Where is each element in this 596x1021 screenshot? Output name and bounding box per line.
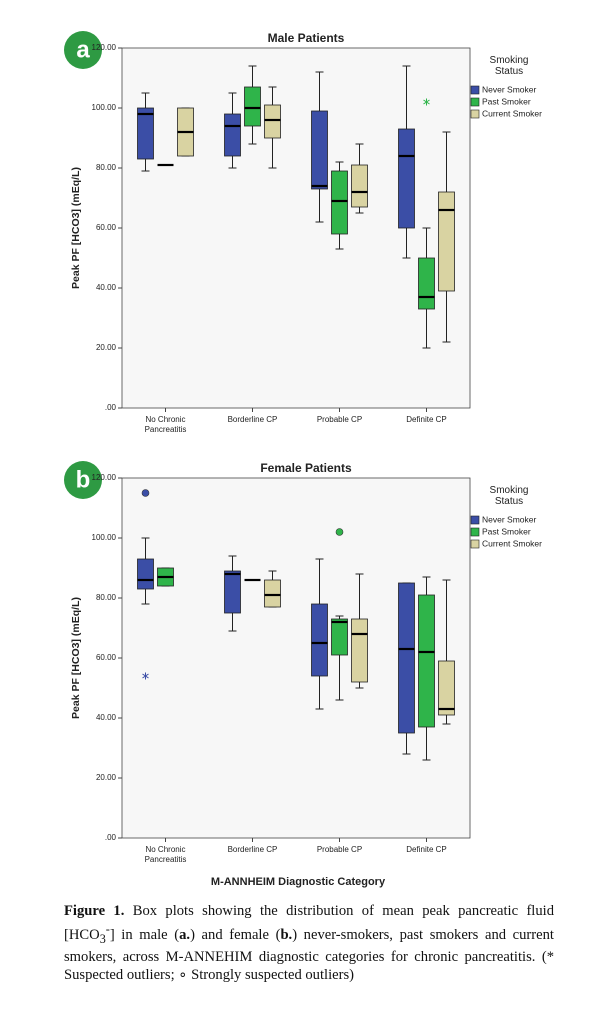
- figure: Male Patients a Peak PF [HCO3] (mEq/L) .00 2…: [64, 31, 542, 888]
- box: [311, 603, 328, 677]
- y-tick-label: 60.00: [96, 653, 117, 662]
- y-tick-label: 20.00: [96, 773, 117, 782]
- box: [331, 170, 348, 235]
- legend-label: Current Smoker: [482, 108, 542, 118]
- y-tick-label: .00: [105, 833, 117, 842]
- outlier-stroke: [423, 99, 430, 105]
- legend-swatch: [470, 85, 480, 95]
- x-tick-label: Borderline CP: [228, 845, 278, 854]
- box: [224, 570, 241, 614]
- y-tick-label: 40.00: [96, 283, 117, 292]
- legend-title: Smoking Status: [490, 55, 529, 77]
- x-tick-label: Probable CP: [317, 845, 362, 854]
- y-tick-label: 100.00: [92, 533, 117, 542]
- extreme-outlier: [141, 489, 150, 497]
- legend-label: Never Smoker: [482, 514, 536, 524]
- panel-badge: [64, 31, 102, 69]
- text-line: Smoking: [490, 55, 529, 66]
- x-tick-label: No Chronic Pancreatitis: [145, 415, 187, 434]
- y-tick-label: .00: [105, 403, 117, 412]
- outlier-stroke: [142, 673, 149, 679]
- caption-text: a.: [179, 926, 191, 943]
- box: [438, 191, 455, 292]
- box: [418, 257, 435, 310]
- text-line: Pancreatitis: [145, 425, 187, 434]
- caption: Figure 1. Box plots showing the distribu…: [64, 902, 554, 984]
- y-tick-label: 120.00: [92, 43, 117, 52]
- x-axis-label: M-ANNHEIM Diagnostic Category: [211, 876, 386, 888]
- panel-label: b: [76, 466, 91, 493]
- box: [137, 558, 154, 590]
- x-tick-label: Borderline CP: [228, 415, 278, 424]
- box: [398, 128, 415, 229]
- legend-swatch: [470, 539, 480, 549]
- legend-swatch: [470, 109, 480, 119]
- text-line: Status: [495, 66, 523, 77]
- y-tick-label: 60.00: [96, 223, 117, 232]
- y-tick-label: 120.00: [92, 473, 117, 482]
- caption-text: b.: [280, 926, 293, 943]
- y-axis-label: Peak PF [HCO3] (mEq/L): [70, 597, 82, 719]
- caption-label: Figure 1.: [64, 903, 125, 919]
- box: [311, 110, 328, 190]
- y-tick-label: 80.00: [96, 593, 117, 602]
- caption-text: ) never-smokers, past smokers and curren…: [64, 926, 554, 983]
- box: [351, 618, 368, 683]
- box: [398, 582, 415, 734]
- y-axis-label: Peak PF [HCO3] (mEq/L): [70, 167, 82, 289]
- legend-swatch: [470, 97, 480, 107]
- chart-title: Male Patients: [268, 31, 345, 45]
- box: [264, 579, 281, 608]
- x-tick-label: Probable CP: [317, 415, 362, 424]
- box: [418, 594, 435, 728]
- chart-title: Female Patients: [260, 461, 352, 475]
- text-line: Pancreatitis: [145, 855, 187, 864]
- extreme-outlier: [335, 528, 344, 536]
- plot-area: [121, 47, 471, 409]
- panel-label: a: [76, 36, 90, 63]
- box: [438, 660, 455, 716]
- y-tick-label: 20.00: [96, 343, 117, 352]
- caption-text: ] in male (: [109, 926, 180, 943]
- panel-badge: [64, 461, 102, 499]
- legend-label: Past Smoker: [482, 96, 531, 106]
- y-tick-label: 100.00: [92, 103, 117, 112]
- box: [137, 107, 154, 160]
- text-line: No Chronic: [145, 415, 185, 424]
- legend-label: Never Smoker: [482, 84, 536, 94]
- legend-title: Smoking Status: [490, 485, 529, 507]
- text-line: Status: [495, 496, 523, 507]
- x-tick-label: No Chronic Pancreatitis: [145, 845, 187, 864]
- legend-label: Past Smoker: [482, 526, 531, 536]
- box: [331, 618, 348, 656]
- caption-text: 3: [99, 931, 106, 946]
- legend-swatch: [470, 527, 480, 537]
- box: [224, 113, 241, 157]
- x-tick-label: Definite CP: [406, 845, 446, 854]
- outlier: [423, 98, 430, 106]
- x-tick-label: Definite CP: [406, 415, 446, 424]
- text-line: Smoking: [490, 485, 529, 496]
- y-tick-label: 40.00: [96, 713, 117, 722]
- box: [351, 164, 368, 208]
- plot-area: [121, 477, 471, 839]
- box: [264, 104, 281, 139]
- legend-swatch: [470, 515, 480, 525]
- y-tick-label: 80.00: [96, 163, 117, 172]
- caption-text: ) and female (: [190, 926, 281, 943]
- outlier: [142, 672, 149, 680]
- caption-text: -: [105, 922, 110, 936]
- legend-label: Current Smoker: [482, 538, 542, 548]
- text-line: No Chronic: [145, 845, 185, 854]
- caption-text: Box plots showing the distribution of me…: [64, 903, 555, 943]
- box: [244, 86, 261, 127]
